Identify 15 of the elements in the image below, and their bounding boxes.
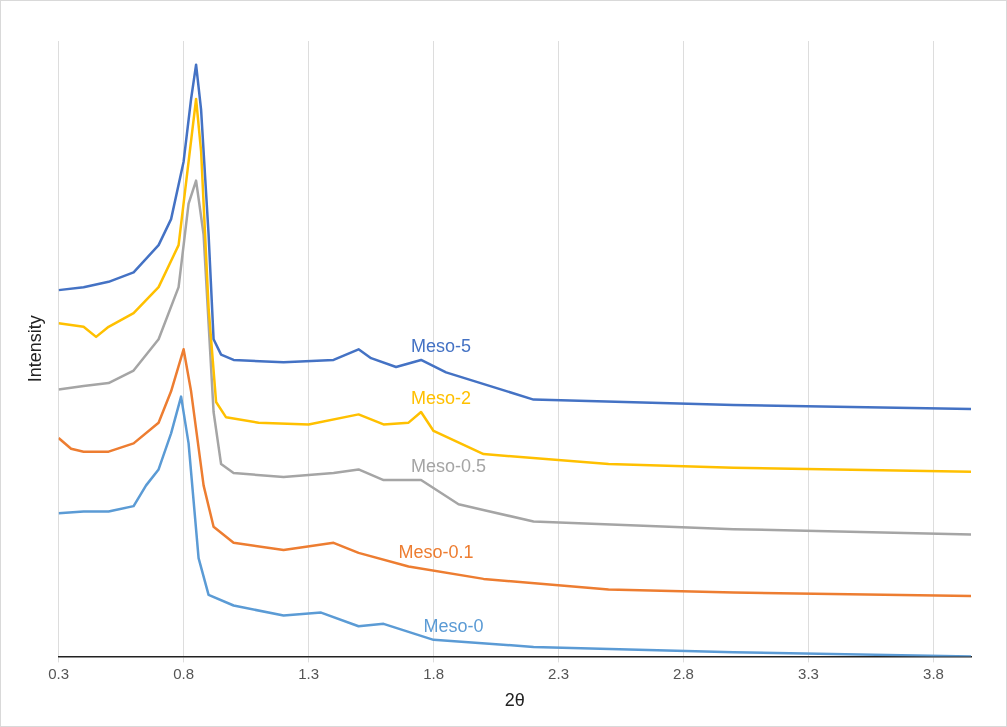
- x-tick-label: 1.3: [298, 664, 319, 682]
- x-tick-label: 0.3: [48, 664, 70, 682]
- x-tick-label: 2.3: [548, 664, 569, 682]
- x-tick-label: 0.8: [173, 664, 195, 682]
- x-axis-title: 2θ: [504, 690, 525, 711]
- x-tick-label: 3.8: [923, 664, 944, 682]
- series-label: Meso-2: [411, 387, 472, 408]
- x-tick-label: 1.8: [423, 664, 444, 682]
- y-axis-title: Intensity: [24, 315, 45, 383]
- series-label: Meso-0.5: [411, 456, 487, 477]
- series-label: Meso-0.1: [398, 542, 474, 563]
- series-label: Meso-0: [423, 615, 484, 636]
- series-label: Meso-5: [411, 335, 472, 356]
- x-tick-label: 2.8: [673, 664, 694, 682]
- x-tick-label: 3.3: [798, 664, 819, 682]
